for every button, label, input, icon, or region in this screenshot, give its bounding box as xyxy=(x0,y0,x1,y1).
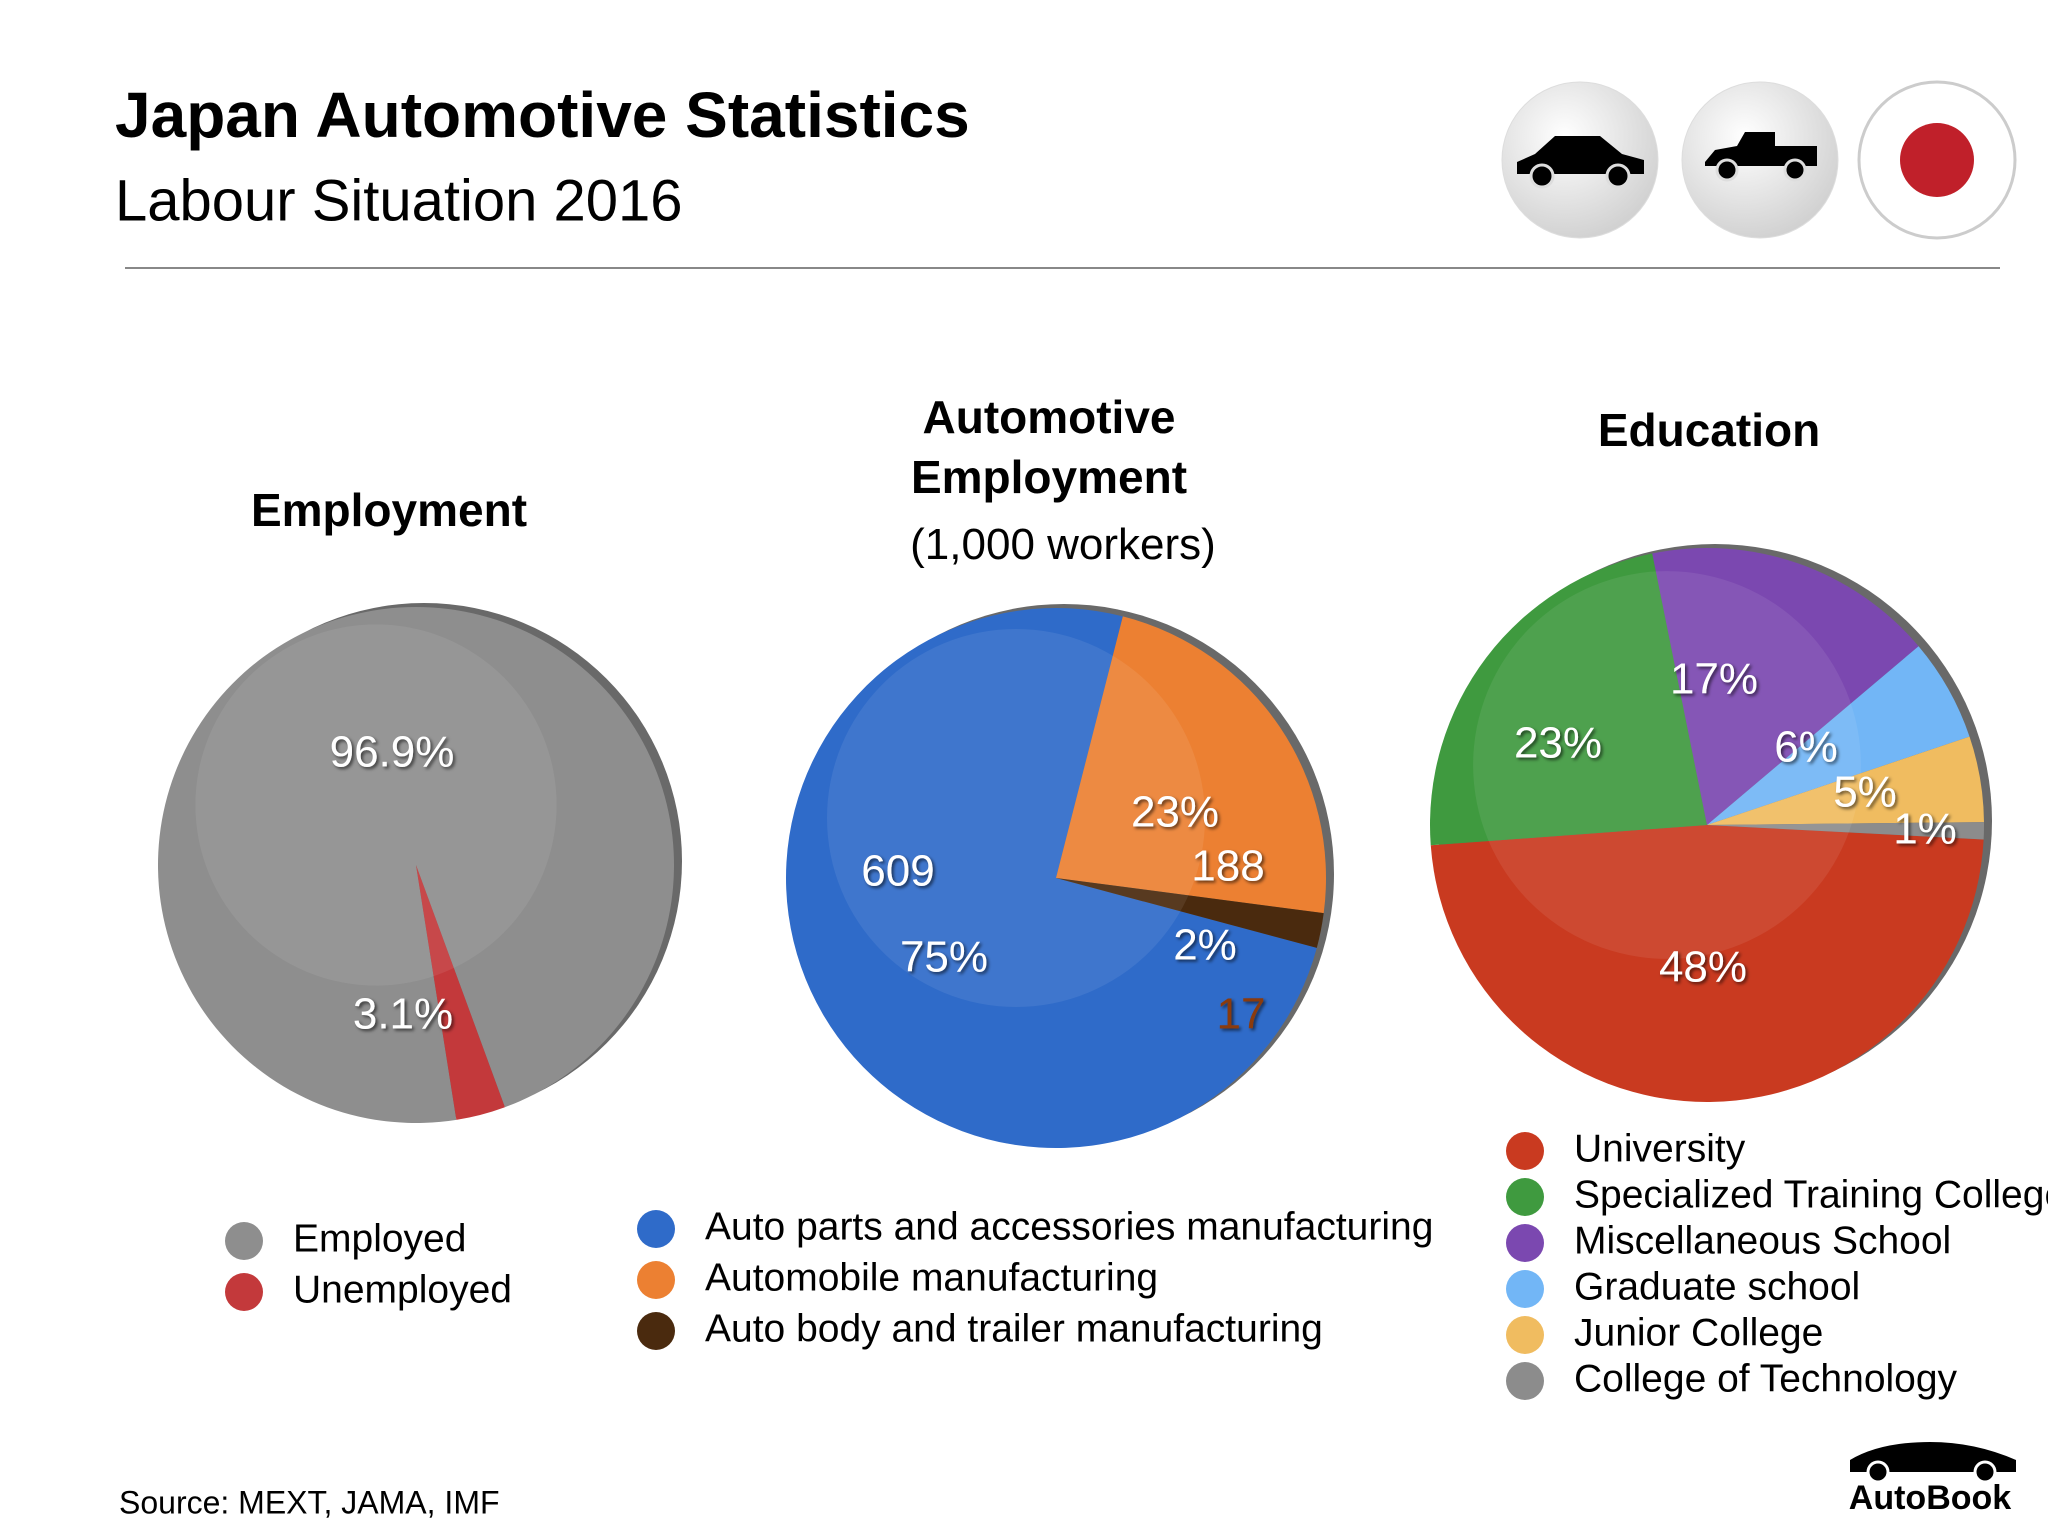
percent-label: 75% xyxy=(900,933,988,982)
legend-label: University xyxy=(1574,1127,1746,1170)
legend-label: College of Technology xyxy=(1574,1357,1958,1400)
data-label: 96.9% xyxy=(330,728,455,777)
wheel xyxy=(1715,158,1739,182)
pie-slice xyxy=(785,608,1317,1148)
wheel xyxy=(1529,163,1555,189)
pie-slice xyxy=(1707,736,1984,825)
chart-subtitle: (1,000 workers) xyxy=(910,520,1216,569)
truck-shape xyxy=(1705,132,1817,166)
legend-label: Specialized Training College xyxy=(1574,1173,2048,1216)
car-shape xyxy=(1517,136,1644,174)
pie-sheen xyxy=(195,624,557,986)
wheel xyxy=(1866,1460,1890,1484)
pie-slice xyxy=(1056,878,1324,948)
source: Source: MEXT, JAMA, IMF xyxy=(119,1484,500,1520)
legend-label: Junior College xyxy=(1574,1311,1823,1354)
flag-sun xyxy=(1900,123,1974,197)
pie-slice xyxy=(1056,616,1327,914)
pie-slice xyxy=(416,865,505,1120)
data-label: 17% xyxy=(1670,655,1758,704)
pie-slice xyxy=(1652,548,1919,825)
legend-marker xyxy=(1506,1132,1544,1170)
data-label: 48% xyxy=(1659,943,1747,992)
legend-marker xyxy=(225,1222,263,1260)
brand: AutoBook xyxy=(1849,1479,2012,1517)
legend-label: Auto body and trailer manufacturing xyxy=(705,1307,1323,1350)
legend-marker xyxy=(1506,1270,1544,1308)
percent-label: 2% xyxy=(1173,921,1237,970)
page-title: Japan Automotive Statistics xyxy=(115,79,970,151)
pie-slice xyxy=(1430,553,1707,846)
legend-marker xyxy=(637,1312,675,1350)
chart-title: Automotive Employment xyxy=(910,391,1188,503)
legend-marker xyxy=(1506,1362,1544,1400)
data-label: 609 xyxy=(861,847,934,896)
wheel xyxy=(1605,163,1631,189)
pie-slice xyxy=(1707,646,1970,825)
legend-marker xyxy=(637,1210,675,1248)
chart-title: Employment xyxy=(250,484,528,536)
legend-label: Graduate school xyxy=(1574,1265,1860,1308)
data-label: 23% xyxy=(1514,719,1602,768)
wheel xyxy=(1973,1460,1997,1484)
page-subtitle: Labour Situation 2016 xyxy=(115,168,683,233)
legend-label: Auto parts and accessories manufacturing xyxy=(705,1205,1433,1248)
data-label: 5% xyxy=(1833,768,1897,817)
legend-label: Automobile manufacturing xyxy=(705,1256,1158,1299)
data-label: 17 xyxy=(1217,990,1266,1039)
data-label: 6% xyxy=(1774,723,1838,772)
data-label: 1% xyxy=(1893,805,1957,854)
percent-label: 23% xyxy=(1131,788,1219,837)
wheel xyxy=(1783,158,1807,182)
pie-sheen xyxy=(1473,571,1861,959)
legend-marker xyxy=(1506,1224,1544,1262)
pie-sheen xyxy=(827,629,1205,1007)
data-label: 3.1% xyxy=(353,990,453,1039)
legend-marker xyxy=(1506,1178,1544,1216)
legend-marker xyxy=(637,1261,675,1299)
legend-label: Miscellaneous School xyxy=(1574,1219,1951,1262)
icons xyxy=(1501,80,2017,240)
pie-slice xyxy=(1707,822,1984,840)
brand-car xyxy=(1850,1442,2016,1472)
legend-label: Unemployed xyxy=(293,1268,512,1311)
chart-title: Education xyxy=(1597,404,1821,456)
legend-marker xyxy=(225,1273,263,1311)
pie-slice xyxy=(1430,825,1984,1103)
legend-label: Employed xyxy=(293,1217,466,1260)
legend-marker xyxy=(1506,1316,1544,1354)
data-label: 188 xyxy=(1191,842,1264,891)
